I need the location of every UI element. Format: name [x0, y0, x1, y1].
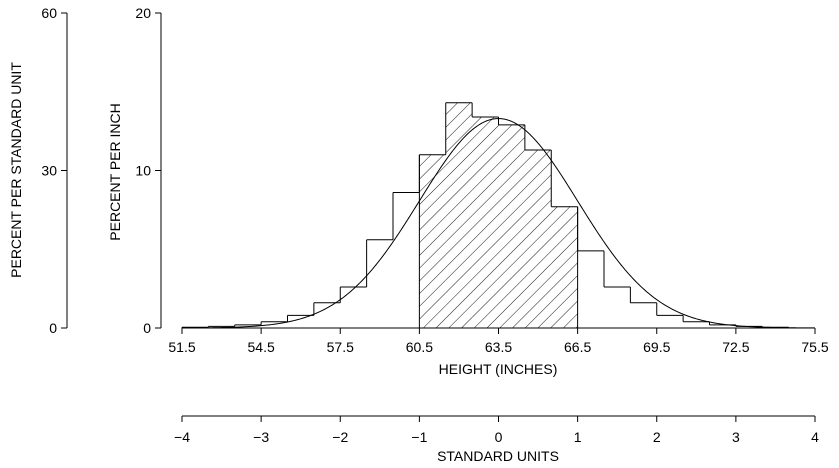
standard-units-tick-label: 1	[574, 429, 582, 445]
standard-units-axis-title: STANDARD UNITS	[437, 448, 559, 464]
normal-curve	[181, 118, 816, 329]
height-tick-label: 51.5	[168, 339, 195, 355]
height-x-ticks: 51.5 54.5 57.5 60.5 63.5 66.5 69.5 72.5 75.5	[168, 328, 829, 355]
height-tick-label: 66.5	[564, 339, 591, 355]
standard-units-ticks: −4 −3 −2 −1 0 1 2 3 4	[174, 416, 819, 445]
standard-units-tick-label: −4	[174, 429, 190, 445]
height-x-axis-title: HEIGHT (INCHES)	[439, 361, 558, 377]
left-y-tick-label: 60	[41, 5, 57, 21]
shaded-bin	[472, 116, 499, 328]
height-tick-label: 69.5	[643, 339, 670, 355]
right-y-axis-title: PERCENT PER INCH	[107, 103, 123, 240]
standard-units-tick-label: 2	[653, 429, 661, 445]
shaded-bin	[445, 102, 473, 329]
left-y-tick-label: 30	[41, 163, 57, 179]
shaded-region	[418, 102, 579, 329]
height-tick-label: 63.5	[485, 339, 512, 355]
height-tick-label: 54.5	[248, 339, 275, 355]
height-tick-label: 75.5	[801, 339, 828, 355]
height-tick-label: 57.5	[327, 339, 354, 355]
standard-units-tick-label: 0	[495, 429, 503, 445]
shaded-bin	[419, 154, 446, 328]
height-tick-label: 60.5	[406, 339, 433, 355]
standard-units-tick-label: −2	[332, 429, 348, 445]
shaded-bin	[498, 124, 525, 328]
right-y-ticks: 0 10 20	[135, 5, 161, 336]
right-y-tick-label: 10	[135, 163, 151, 179]
standard-units-tick-label: 3	[732, 429, 740, 445]
shaded-bin	[524, 150, 552, 328]
left-y-tick-label: 0	[49, 320, 57, 336]
left-y-axis-title: PERCENT PER STANDARD UNIT	[8, 62, 24, 278]
right-y-tick-label: 0	[143, 320, 151, 336]
shaded-bin	[551, 206, 578, 328]
right-y-tick-label: 20	[135, 5, 151, 21]
standard-units-tick-label: −1	[411, 429, 427, 445]
left-y-ticks: 0 30 60	[41, 5, 67, 336]
standard-units-tick-label: −3	[253, 429, 269, 445]
standard-units-tick-label: 4	[811, 429, 819, 445]
height-tick-label: 72.5	[722, 339, 749, 355]
